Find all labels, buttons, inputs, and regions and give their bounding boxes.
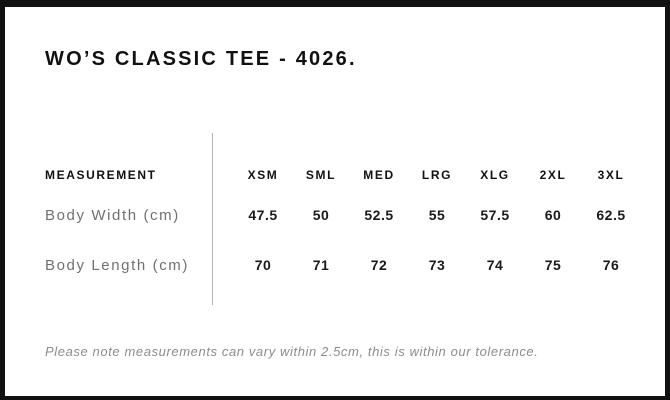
row-label-body-width: Body Width (cm) (45, 206, 180, 224)
tolerance-note: Please note measurements can vary within… (45, 344, 539, 359)
column-header-lrg: LRG (421, 168, 453, 182)
table-cell: 72 (370, 257, 388, 273)
table-cell: 76 (602, 257, 620, 273)
row-label-body-length: Body Length (cm) (45, 256, 189, 274)
table-cell: 73 (428, 257, 446, 273)
column-header-measurement: MEASUREMENT (45, 168, 157, 182)
table-cell: 74 (486, 257, 504, 273)
table-cell: 50 (312, 207, 330, 223)
column-header-sml: SML (305, 168, 337, 182)
size-table: MEASUREMENT XSM SML MED LRG XLG 2XL 3XL … (45, 161, 641, 289)
table-cell: 70 (254, 257, 272, 273)
table-cell: 71 (312, 257, 330, 273)
column-header-xlg: XLG (480, 168, 510, 182)
table-cell: 60 (544, 207, 562, 223)
column-header-med: MED (363, 168, 395, 182)
page-title: WO’S CLASSIC TEE - 4026. (45, 48, 357, 70)
table-cell: 52.5 (364, 207, 394, 223)
table-row-body-width: Body Width (cm) 47.5 50 52.5 55 57.5 60 … (45, 189, 641, 241)
table-cell: 62.5 (596, 207, 626, 223)
table-cell: 57.5 (480, 207, 510, 223)
column-header-xsm: XSM (247, 168, 279, 182)
table-row-body-length: Body Length (cm) 70 71 72 73 74 75 76 (45, 241, 641, 289)
column-header-2xl: 2XL (539, 168, 567, 182)
table-header-row: MEASUREMENT XSM SML MED LRG XLG 2XL 3XL (45, 161, 641, 189)
table-cell: 75 (544, 257, 562, 273)
table-cell: 55 (428, 207, 446, 223)
column-header-3xl: 3XL (597, 168, 625, 182)
table-cell: 47.5 (248, 207, 278, 223)
table-divider (212, 133, 213, 305)
